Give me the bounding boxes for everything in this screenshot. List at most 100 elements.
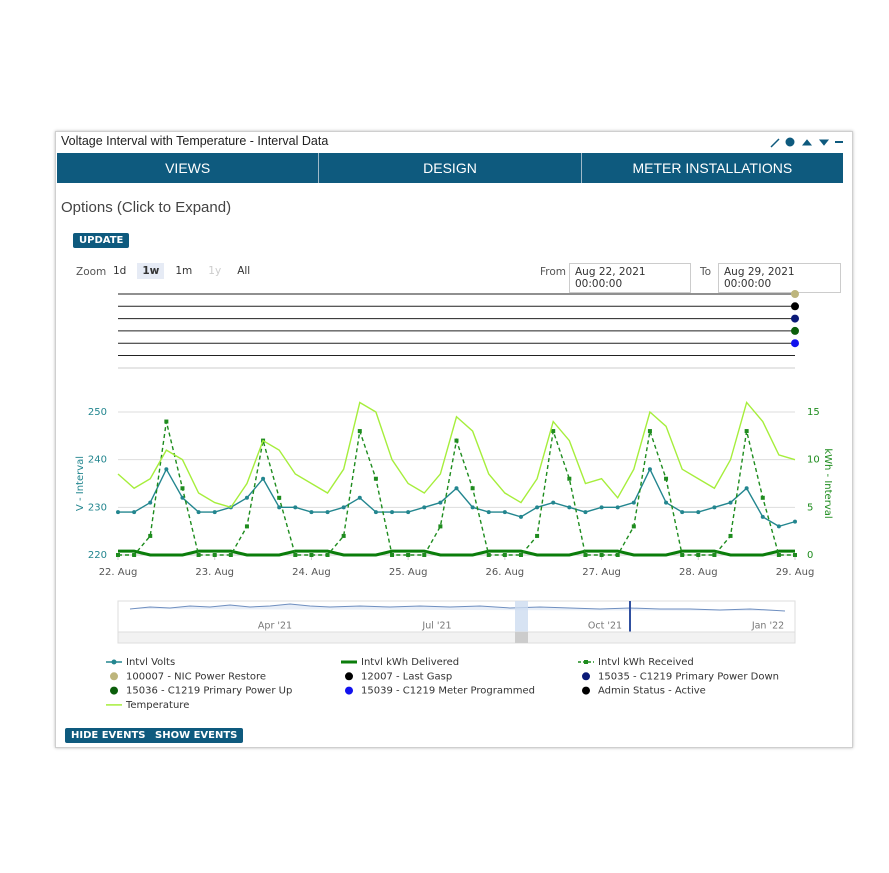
point-marker [244, 495, 249, 500]
legend-symbol [345, 686, 353, 695]
point-marker [567, 476, 572, 481]
point-marker [438, 524, 443, 529]
y2-tick-label: 5 [807, 502, 813, 513]
y-axis-title: V - Interval [75, 456, 86, 511]
legend-label: 12007 - Last Gasp [361, 671, 452, 682]
legend-label: 15039 - C1219 Meter Programmed [361, 686, 535, 697]
point-marker [341, 505, 346, 510]
update-button[interactable]: UPDATE [73, 233, 130, 248]
point-marker [357, 495, 362, 500]
legend-symbol [582, 686, 590, 695]
point-marker [406, 510, 411, 515]
hide-events-button[interactable]: HIDE EVENTS [65, 728, 152, 743]
options-toggle[interactable]: Options (Click to Expand) [61, 199, 232, 216]
legend-symbol [582, 672, 590, 681]
legend-symbol [345, 672, 353, 681]
point-marker [599, 553, 604, 557]
legend-item[interactable]: 15039 - C1219 Meter Programmed [345, 686, 535, 697]
tab[interactable]: METER INSTALLATIONS [632, 160, 793, 176]
tab-bar: VIEWS DESIGN METER INSTALLATIONS [57, 153, 843, 183]
point-marker [486, 553, 491, 557]
legend-item[interactable]: 100007 - NIC Power Restore [110, 671, 266, 682]
legend-item[interactable]: Admin Status - Active [582, 686, 706, 697]
navigator-label: Jul '21 [421, 621, 451, 632]
point-marker [631, 500, 636, 505]
y2-axis-title: kWh - Interval [822, 448, 833, 518]
zoom-button[interactable]: 1w [137, 263, 165, 279]
point-marker [196, 553, 201, 557]
point-marker [454, 486, 459, 491]
legend-label: Intvl Volts [126, 657, 175, 668]
point-marker [116, 510, 120, 515]
point-marker [760, 495, 765, 500]
x-tick-label: 26. Aug [486, 567, 525, 578]
point-marker [615, 553, 620, 557]
zoom-button[interactable]: All [237, 265, 251, 277]
legend-label: Admin Status - Active [598, 686, 706, 697]
legend-item[interactable]: Intvl kWh Received [578, 657, 694, 668]
zoom-button[interactable]: 1d [113, 265, 127, 277]
x-tick-label: 25. Aug [389, 567, 428, 578]
point-marker [502, 510, 507, 515]
point-marker [132, 510, 137, 515]
legend-item[interactable]: 15036 - C1219 Primary Power Up [110, 686, 292, 697]
y2-tick-label: 0 [807, 550, 813, 561]
point-marker [776, 524, 781, 529]
legend-item[interactable]: 15035 - C1219 Primary Power Down [582, 671, 779, 682]
point-marker [793, 553, 797, 557]
point-marker [228, 553, 233, 557]
point-marker [454, 438, 459, 443]
point-marker [293, 505, 298, 510]
legend-item[interactable]: Intvl kWh Delivered [341, 657, 459, 668]
point-marker [680, 553, 685, 557]
point-marker [148, 500, 153, 505]
point-marker [502, 553, 507, 557]
navigator[interactable] [117, 600, 796, 644]
point-marker [583, 553, 588, 557]
tab[interactable]: DESIGN [319, 153, 582, 183]
legend-item[interactable]: Intvl Volts [106, 657, 175, 668]
point-marker [164, 419, 169, 424]
point-marker [567, 505, 572, 510]
show-events-button[interactable]: SHOW EVENTS [149, 728, 244, 743]
point-marker [793, 519, 797, 524]
legend-item[interactable]: Temperature [106, 700, 189, 711]
point-marker [712, 553, 717, 557]
point-marker [164, 467, 169, 472]
panel-icons[interactable] [770, 137, 843, 148]
legend-item[interactable]: 12007 - Last Gasp [345, 671, 452, 682]
point-marker [535, 533, 540, 538]
point-marker [583, 510, 588, 515]
panel-title: Voltage Interval with Temperature - Inte… [61, 134, 329, 148]
event-marker [791, 314, 799, 323]
from-input[interactable]: Aug 22, 2021 00:00:00 [569, 263, 691, 293]
event-marker [791, 339, 799, 348]
point-marker [325, 553, 330, 557]
point-marker [293, 553, 298, 557]
event-marker [791, 302, 799, 311]
point-marker [406, 553, 411, 557]
y-tick-label: 220 [88, 550, 107, 561]
tab[interactable]: VIEWS [57, 153, 320, 183]
legend-label: 100007 - NIC Power Restore [126, 671, 266, 682]
point-marker [615, 505, 620, 510]
to-label: To [700, 266, 712, 278]
x-tick-label: 23. Aug [195, 567, 234, 578]
point-marker [728, 500, 733, 505]
legend-symbol [110, 672, 118, 681]
point-marker [390, 510, 395, 515]
point-marker [180, 495, 185, 500]
point-marker [744, 429, 749, 434]
point-marker [180, 486, 185, 491]
point-marker [551, 500, 556, 505]
point-marker [132, 553, 137, 557]
zoom-button[interactable]: 1m [175, 265, 193, 277]
point-marker [776, 553, 781, 557]
point-marker [277, 495, 282, 500]
point-marker [438, 500, 443, 505]
to-input[interactable]: Aug 29, 2021 00:00:00 [718, 263, 841, 293]
legend-symbol [110, 686, 118, 695]
y-tick-label: 240 [88, 455, 107, 466]
y2-tick-label: 15 [807, 407, 820, 418]
